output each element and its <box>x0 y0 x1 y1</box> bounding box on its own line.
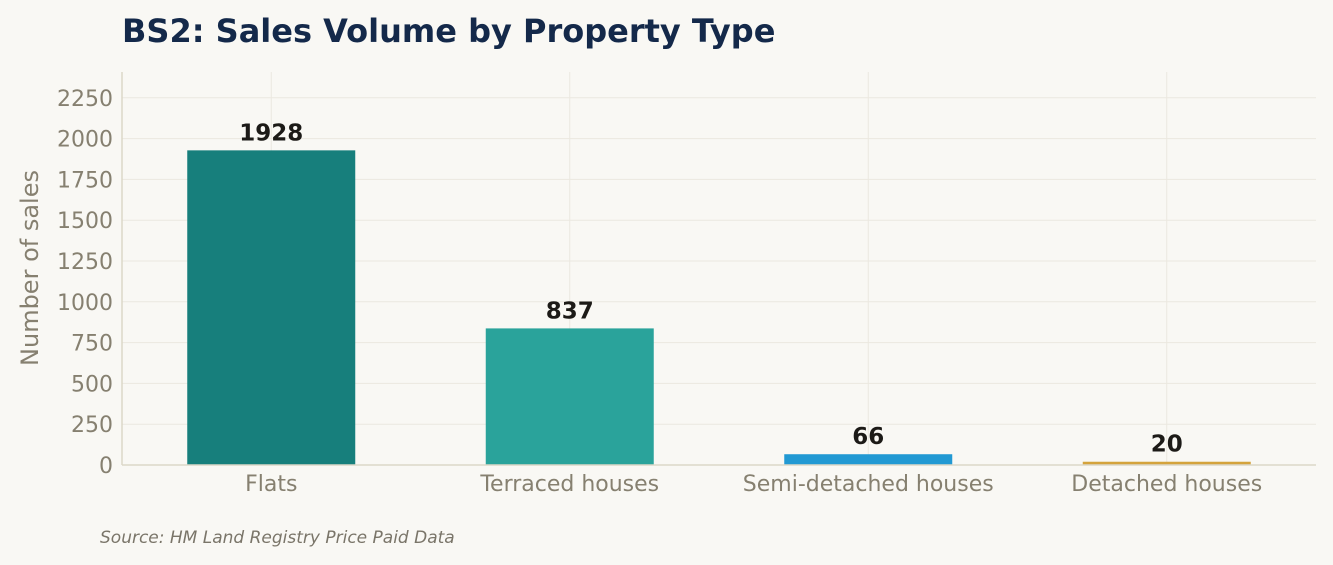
x-tick-label: Semi-detached houses <box>743 472 994 497</box>
y-axis-ticks: 0 250 500 750 1000 1250 1500 1750 2000 2250 <box>57 87 113 479</box>
data-label: 66 <box>852 424 884 450</box>
x-axis-ticks: Flats Terraced houses Semi-detached houses… <box>245 472 1262 497</box>
bars <box>187 150 1251 465</box>
chart-title: BS2: Sales Volume by Property Type <box>122 12 775 50</box>
y-tick-label: 500 <box>71 372 113 397</box>
x-tick-label: Flats <box>245 472 297 497</box>
y-tick-label: 1000 <box>57 291 113 316</box>
y-axis-label: Number of sales <box>16 170 44 366</box>
x-tick-label: Terraced houses <box>479 472 659 497</box>
y-tick-label: 1750 <box>57 168 113 193</box>
y-tick-label: 2000 <box>57 128 113 153</box>
x-tick-label: Detached houses <box>1071 472 1262 497</box>
data-labels: 1928 837 66 20 <box>239 120 1183 457</box>
y-tick-label: 1500 <box>57 209 113 234</box>
y-tick-label: 1250 <box>57 250 113 275</box>
data-label: 1928 <box>239 120 303 146</box>
data-label: 837 <box>546 298 594 324</box>
y-tick-label: 750 <box>71 332 113 357</box>
y-tick-label: 0 <box>99 454 113 479</box>
bar-semi-detached-houses <box>784 454 953 465</box>
bar-terraced-houses <box>485 328 654 465</box>
y-tick-label: 250 <box>71 413 113 438</box>
source-note: Source: HM Land Registry Price Paid Data <box>100 528 455 548</box>
data-label: 20 <box>1151 432 1183 458</box>
bar-detached-houses <box>1082 461 1251 465</box>
bar-flats <box>187 150 356 465</box>
y-tick-label: 2250 <box>57 87 113 112</box>
